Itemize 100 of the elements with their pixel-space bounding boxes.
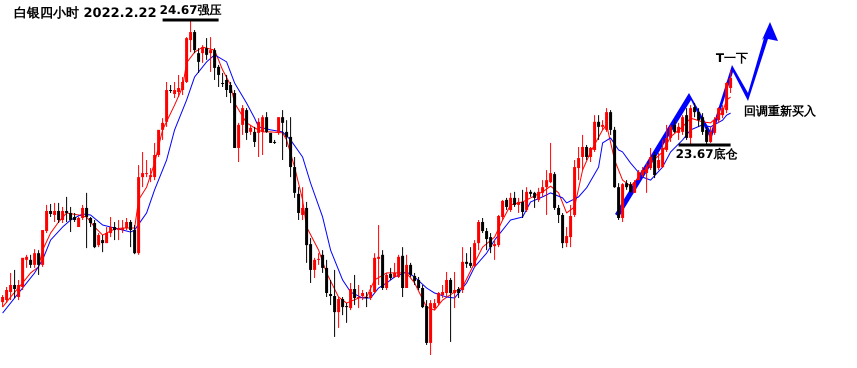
candlestick	[345, 302, 348, 324]
candlestick	[177, 74, 180, 98]
candlestick	[385, 272, 388, 291]
candlestick	[685, 108, 688, 140]
candlestick	[257, 118, 260, 158]
candlestick	[153, 142, 156, 181]
candlestick	[9, 272, 12, 301]
candlestick	[473, 240, 476, 268]
candlestick	[369, 284, 372, 301]
candlestick	[417, 276, 420, 291]
candlestick	[13, 269, 16, 299]
candlestick	[301, 186, 304, 220]
candlestick	[489, 232, 492, 254]
candlestick	[481, 217, 484, 234]
candlestick	[109, 216, 112, 238]
candlestick	[53, 202, 56, 223]
candlestick	[485, 228, 488, 251]
candlestick	[73, 212, 76, 223]
candlestick	[89, 216, 92, 228]
candlestick	[261, 114, 264, 156]
candlestick	[597, 114, 600, 140]
candlestick	[297, 186, 300, 220]
candlestick	[265, 112, 268, 134]
candlestick	[321, 250, 324, 274]
candlestick	[65, 196, 68, 223]
candlestick	[625, 180, 628, 190]
candlestick	[649, 147, 652, 171]
candlestick	[533, 191, 536, 208]
candlestick	[477, 219, 480, 251]
candlestick	[549, 142, 552, 184]
candlestick	[253, 126, 256, 148]
candlestick	[661, 139, 664, 169]
candlestick	[669, 124, 672, 142]
candlestick	[569, 204, 572, 248]
candlestick	[641, 166, 644, 178]
candlestick	[693, 102, 696, 118]
candlestick	[229, 81, 232, 104]
candlestick	[457, 286, 460, 299]
candlestick	[221, 72, 224, 88]
candlestick	[329, 279, 332, 306]
candlestick	[121, 219, 124, 234]
candlestick	[69, 206, 72, 233]
candlestick	[237, 122, 240, 163]
candlestick	[197, 48, 200, 74]
candlestick	[105, 226, 108, 244]
candlestick	[277, 116, 280, 136]
candlestick	[141, 151, 144, 188]
candlestick	[541, 180, 544, 198]
text: 回调重新买入	[744, 104, 817, 118]
ref-line-label: 23.67底仓	[676, 146, 739, 161]
candlestick	[49, 203, 52, 218]
candlestick	[113, 222, 116, 241]
candlestick	[673, 120, 676, 134]
candlestick	[85, 192, 88, 249]
candlestick	[445, 271, 448, 298]
candlestick	[213, 48, 216, 80]
candlestick	[397, 254, 400, 278]
candlestick	[633, 180, 636, 194]
candlestick	[133, 224, 136, 255]
candlestick	[605, 108, 608, 132]
candlestick	[181, 76, 184, 96]
candlestick	[521, 189, 524, 218]
ref-line-label: 24.67强压	[160, 3, 222, 17]
candlestick	[505, 197, 508, 210]
candlestick	[129, 219, 132, 248]
candlestick	[57, 202, 60, 224]
candlestick	[361, 290, 364, 301]
candlestick	[557, 204, 560, 224]
candlestick	[585, 144, 588, 161]
candlestick	[61, 206, 64, 224]
candlestick	[441, 284, 444, 299]
candlestick	[581, 134, 584, 171]
candlestick	[317, 252, 320, 266]
candlestick	[405, 254, 408, 288]
candlestick	[413, 272, 416, 286]
candlestick	[545, 170, 548, 216]
candlestick	[409, 262, 412, 278]
candlestick	[37, 250, 40, 276]
candlestick	[281, 110, 284, 161]
candlestick	[117, 219, 120, 241]
chart-title: 白银四小时 2022.2.22	[14, 6, 157, 21]
candlestick	[609, 110, 612, 136]
candlestick	[653, 151, 656, 179]
candlestick	[333, 269, 336, 338]
candlestick	[245, 108, 248, 140]
candlestick	[657, 152, 660, 171]
candlestick	[285, 120, 288, 148]
candlestick	[193, 30, 196, 54]
candlestick	[145, 160, 148, 178]
candlestick	[525, 186, 528, 212]
candlestick	[465, 252, 468, 268]
candlestick	[101, 234, 104, 253]
candlestick	[5, 286, 8, 304]
candlestick	[81, 204, 84, 220]
candlestick	[241, 104, 244, 136]
candlestick	[517, 197, 520, 214]
candlestick	[353, 274, 356, 306]
candlestick	[717, 106, 720, 124]
candlestick	[97, 232, 100, 248]
candlestick	[469, 246, 472, 268]
